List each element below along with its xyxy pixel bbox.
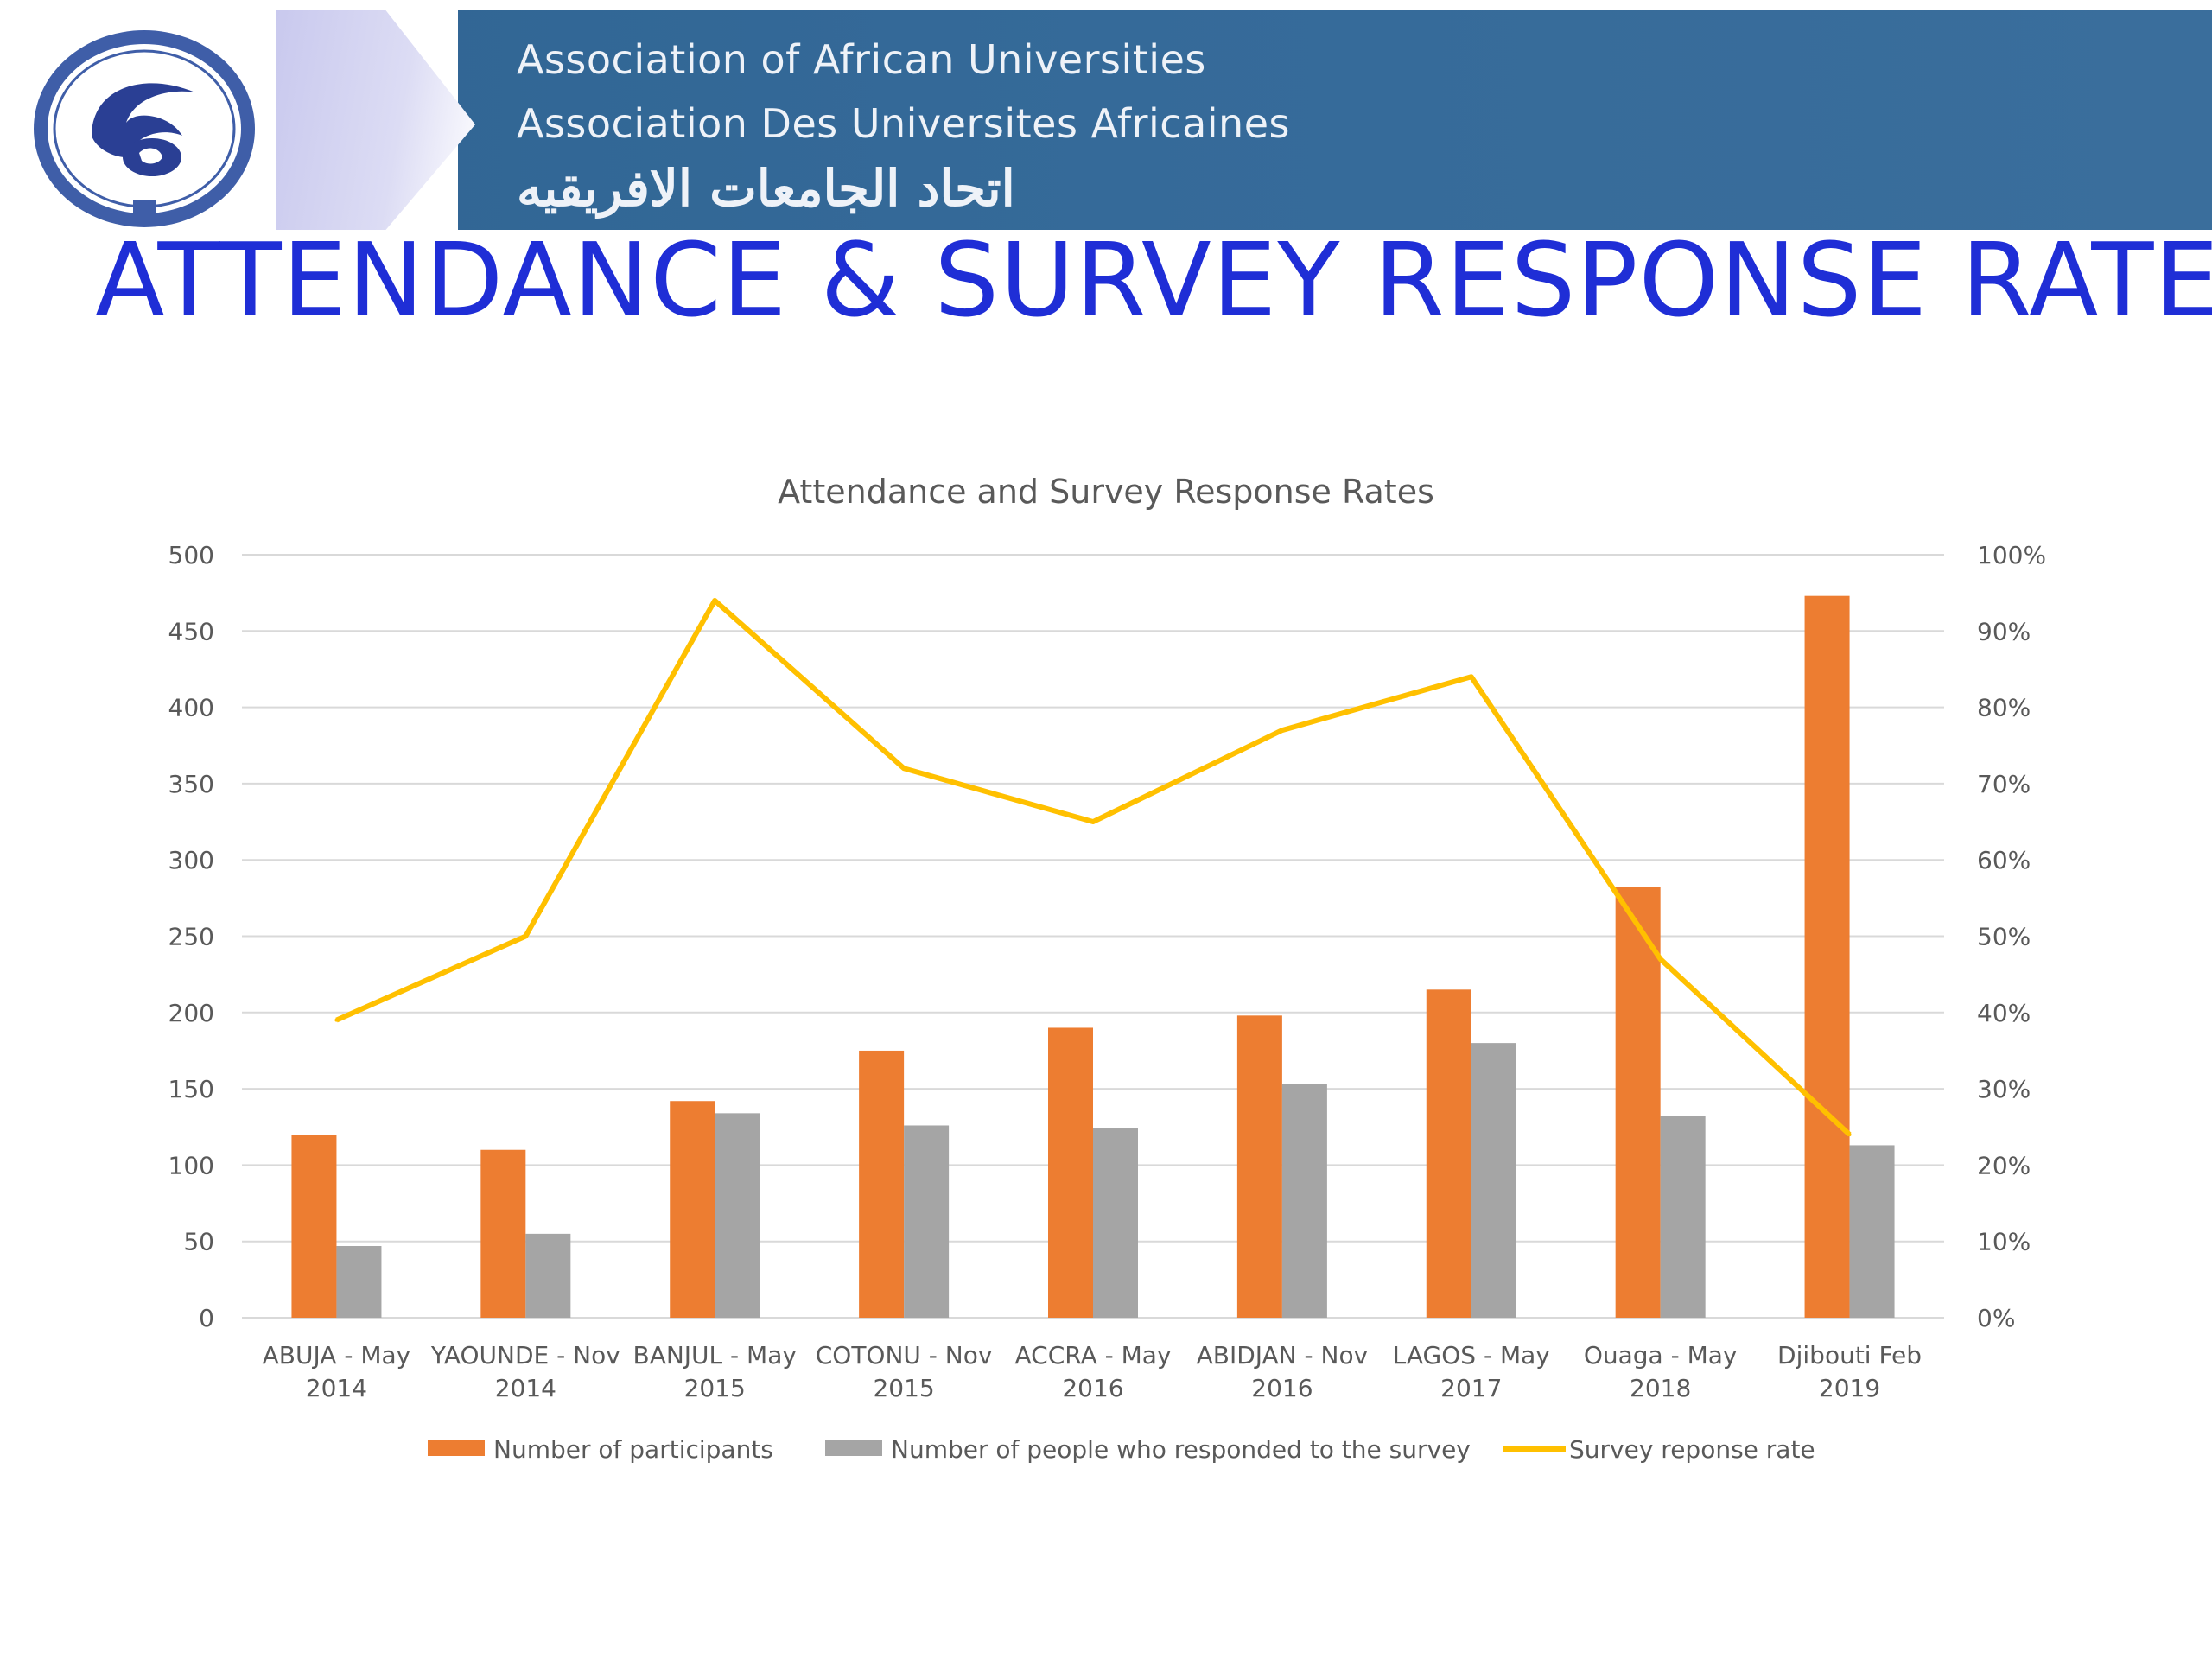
x-tick-label-year: 2015 xyxy=(684,1374,746,1402)
bar-series xyxy=(291,595,1895,1318)
y-right-tick-label: 100% xyxy=(1977,541,2046,569)
bar-participants xyxy=(1615,887,1661,1318)
y-right-tick-label: 60% xyxy=(1977,846,2031,874)
x-tick-label: ACCRA - May xyxy=(1014,1341,1171,1370)
bar-participants xyxy=(291,1135,337,1318)
y-left-tick-label: 450 xyxy=(168,617,214,645)
org-name-arabic: اتحاد الجامعات الافريقيه xyxy=(517,159,1015,218)
y-right-tick-label: 70% xyxy=(1977,770,2031,798)
bar-responders xyxy=(1660,1116,1706,1318)
bar-responders xyxy=(1093,1128,1138,1318)
y-left-tick-label: 300 xyxy=(168,846,214,874)
x-tick-label: ABIDJAN - Nov xyxy=(1197,1341,1369,1370)
x-tick-label-year: 2017 xyxy=(1440,1374,1502,1402)
bar-responders xyxy=(715,1113,760,1318)
x-tick-label: YAOUNDE - Nov xyxy=(430,1341,620,1370)
x-tick-label: Djibouti Feb xyxy=(1777,1341,1922,1370)
bar-participants xyxy=(859,1050,905,1318)
y-right-tick-label: 50% xyxy=(1977,923,2031,951)
y-left-tick-label: 250 xyxy=(168,923,214,951)
x-tick-label-year: 2016 xyxy=(1062,1374,1123,1402)
survey-rate-point xyxy=(1469,675,1473,679)
aau-seal-icon xyxy=(34,30,255,227)
y-right-tick-label: 0% xyxy=(1977,1304,2015,1332)
survey-rate-point xyxy=(1280,728,1284,733)
bar-participants xyxy=(1804,595,1850,1318)
bar-responders xyxy=(336,1245,382,1318)
y-left-tick-label: 0 xyxy=(199,1304,214,1332)
chart-legend: Number of participants Number of people w… xyxy=(428,1435,1815,1464)
x-tick-label-year: 2018 xyxy=(1630,1374,1691,1402)
bar-participants xyxy=(670,1101,715,1318)
header-banner: Association of African Universities Asso… xyxy=(0,10,2212,230)
x-tick-label: BANJUL - May xyxy=(632,1341,796,1370)
bar-responders xyxy=(1471,1043,1516,1318)
survey-rate-point xyxy=(713,598,717,602)
x-tick-label-year: 2016 xyxy=(1251,1374,1313,1402)
bar-participants xyxy=(1236,1015,1282,1318)
bar-responders xyxy=(904,1125,950,1318)
survey-rate-point xyxy=(1658,957,1662,961)
survey-rate-point xyxy=(1847,1133,1852,1137)
y-left-tick-label: 500 xyxy=(168,541,214,569)
y-left-tick-label: 200 xyxy=(168,999,214,1027)
x-tick-label: LAGOS - May xyxy=(1393,1341,1550,1370)
y-left-tick-label: 50 xyxy=(183,1228,214,1256)
bar-responders xyxy=(1281,1084,1327,1318)
chart-title: Attendance and Survey Response Rates xyxy=(778,473,1434,511)
legend-responders-swatch xyxy=(825,1440,882,1456)
legend-survey-rate-label: Survey reponse rate xyxy=(1569,1435,1815,1464)
legend-participants-swatch xyxy=(428,1440,485,1456)
y-left-tick-label: 400 xyxy=(168,694,214,722)
y-right-tick-label: 20% xyxy=(1977,1151,2031,1179)
legend-responders-label: Number of people who responded to the su… xyxy=(891,1435,1471,1464)
y-right-tick-label: 30% xyxy=(1977,1075,2031,1103)
x-tick-label: COTONU - Nov xyxy=(816,1341,993,1370)
line-series xyxy=(334,597,1852,1137)
y-left-tick-label: 150 xyxy=(168,1075,214,1103)
bar-participants xyxy=(480,1149,526,1318)
y-right-tick-label: 80% xyxy=(1977,694,2031,722)
survey-rate-point xyxy=(524,934,528,938)
y-axis-right-ticks: 0% 10% 20% 30% 40% 50% 60% 70% 80% 90% 100% xyxy=(1977,541,2046,1332)
survey-rate-point xyxy=(902,766,906,771)
survey-rate-point xyxy=(334,1018,339,1022)
org-name-english: Association of African Universities xyxy=(517,36,1206,83)
bar-participants xyxy=(1048,1027,1093,1318)
org-name-french: Association Des Universites Africaines xyxy=(517,100,1290,147)
x-axis-ticks: ABUJA - May 2014 YAOUNDE - Nov 2014 BANJUL -… xyxy=(263,1341,1922,1402)
x-tick-label-year: 2015 xyxy=(873,1374,934,1402)
y-right-tick-label: 40% xyxy=(1977,999,2031,1027)
survey-rate-point xyxy=(1091,820,1095,824)
y-left-tick-label: 350 xyxy=(168,770,214,798)
bar-responders xyxy=(525,1233,571,1318)
y-right-tick-label: 10% xyxy=(1977,1228,2031,1256)
slide-title: ATTENDANCE & SURVEY RESPONSE RATES xyxy=(95,220,2212,340)
legend-participants-label: Number of participants xyxy=(493,1435,773,1464)
y-axis-left-ticks: 0 50 100 150 200 250 300 350 400 450 500 xyxy=(168,541,214,1332)
bar-participants xyxy=(1426,989,1471,1318)
bar-responders xyxy=(1849,1145,1895,1318)
x-tick-label-year: 2014 xyxy=(495,1374,556,1402)
x-tick-label: ABUJA - May xyxy=(263,1341,411,1370)
x-tick-label: Ouaga - May xyxy=(1584,1341,1738,1370)
x-tick-label-year: 2019 xyxy=(1819,1374,1880,1402)
y-right-tick-label: 90% xyxy=(1977,617,2031,645)
x-tick-label-year: 2014 xyxy=(306,1374,367,1402)
y-left-tick-label: 100 xyxy=(168,1151,214,1179)
